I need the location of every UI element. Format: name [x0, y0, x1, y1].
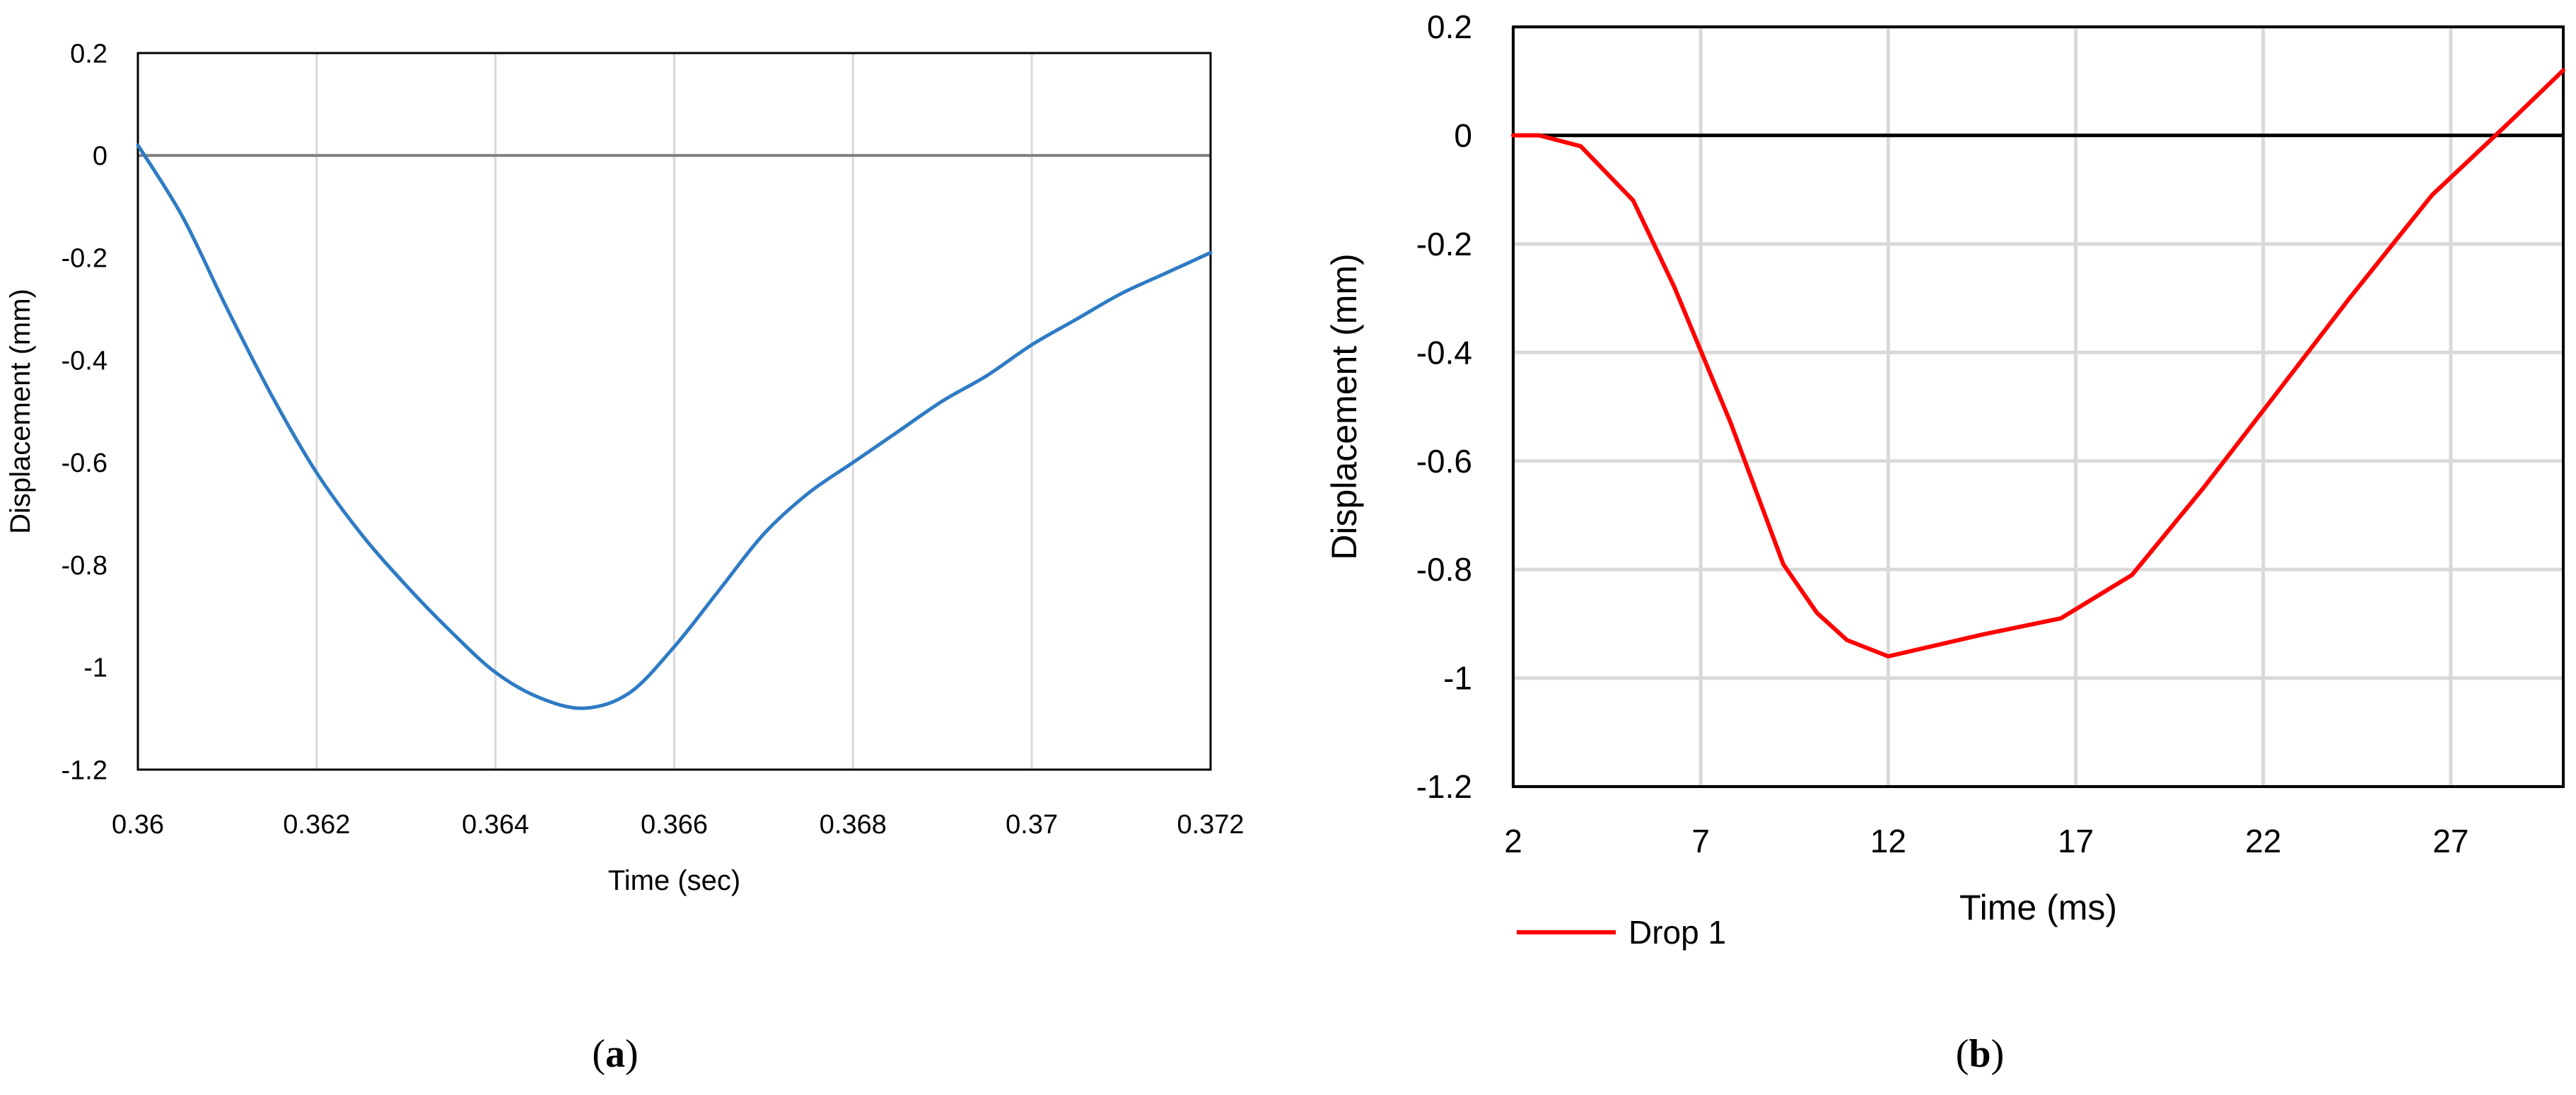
panel-caption-a: (a) [592, 1032, 638, 1076]
y-axis-title-b: Displacement (mm) [1324, 253, 1364, 560]
y-tick-label: -0.6 [62, 448, 107, 478]
y-tick-label: -1.2 [62, 755, 107, 785]
y-tick-label: 0 [93, 141, 107, 171]
series-group-a [136, 143, 1213, 710]
y-tick-labels-a: 0.2 0 -0.2 -0.4 -0.6 -0.8 -1 -1.2 [62, 39, 107, 785]
y-tick-labels-b: 0.2 0 -0.2 -0.4 -0.6 -0.8 -1 -1.2 [1416, 8, 1472, 805]
y-tick-label: -0.6 [1416, 443, 1472, 480]
y-tick-label: -1.2 [1416, 768, 1472, 805]
x-tick-label: 22 [2245, 823, 2281, 859]
grid-lines-a [136, 53, 1212, 770]
x-tick-labels-a: 0.36 0.362 0.364 0.366 0.368 0.37 0.372 [112, 810, 1245, 840]
caption-close-paren-a: ) [625, 1032, 639, 1076]
caption-open-paren-a: ( [592, 1032, 605, 1076]
plot-area-frame-b [1512, 25, 2565, 788]
y-tick-label: -0.8 [1416, 551, 1472, 588]
x-tick-label: 0.368 [820, 810, 887, 840]
y-tick-label: 0.2 [70, 39, 107, 69]
x-tick-label: 0.37 [1006, 810, 1058, 840]
legend-label-drop-1: Drop 1 [1628, 914, 1726, 951]
caption-open-paren-b: ( [1956, 1032, 1969, 1076]
y-tick-label: -1 [1443, 660, 1472, 697]
x-axis-title-a: Time (sec) [608, 865, 740, 896]
chart-panel-a: 0.20-0.2-0.4-0.6-0.8-1-1.2 0.36 0.362 0.36… [5, 39, 1245, 1076]
y-tick-label: -0.2 [1416, 226, 1472, 262]
y-tick-label: 0.2 [1427, 8, 1472, 45]
y-tick-label: -0.4 [62, 346, 107, 376]
x-tick-label: 0.362 [283, 810, 350, 840]
grid-lines-b [1511, 25, 2563, 789]
x-tick-label: 27 [2432, 823, 2469, 859]
x-tick-label: 2 [1504, 823, 1522, 859]
x-tick-label: 0.366 [641, 810, 708, 840]
series-line-drop-1 [1511, 68, 2565, 659]
series-group-b [1511, 68, 2565, 659]
x-tick-label: 0.364 [462, 810, 529, 840]
x-tick-label: 7 [1691, 823, 1710, 859]
y-tick-label: -1 [83, 654, 107, 683]
chart-panel-b: 0.20-0.2-0.4-0.6-0.8-1-1.2 2 7 12 17 22 27 Ti… [1324, 8, 2565, 1076]
y-tick-label: -0.4 [1416, 334, 1472, 371]
panel-caption-b: (b) [1956, 1032, 2004, 1076]
caption-close-paren-b: ) [1991, 1032, 2005, 1076]
legend-b: Drop 1 [1517, 914, 1726, 951]
x-tick-label: 0.36 [112, 810, 164, 840]
x-axis-title-b: Time (ms) [1959, 888, 2117, 927]
x-tick-labels-b: 2 7 12 17 22 27 [1504, 823, 2469, 859]
x-tick-label: 0.372 [1177, 810, 1244, 840]
plot-area-frame-a [136, 52, 1212, 771]
x-tick-label: 12 [1870, 823, 1906, 859]
y-axis-title-a: Displacement (mm) [5, 289, 36, 534]
series-line-a-0 [136, 143, 1213, 710]
y-tick-label: -0.8 [62, 551, 107, 581]
y-tick-label: -0.2 [62, 244, 107, 274]
caption-letter-b: b [1969, 1032, 1991, 1076]
caption-letter-a: a [605, 1032, 625, 1076]
y-tick-label: 0 [1454, 117, 1472, 154]
x-tick-label: 17 [2058, 823, 2094, 859]
